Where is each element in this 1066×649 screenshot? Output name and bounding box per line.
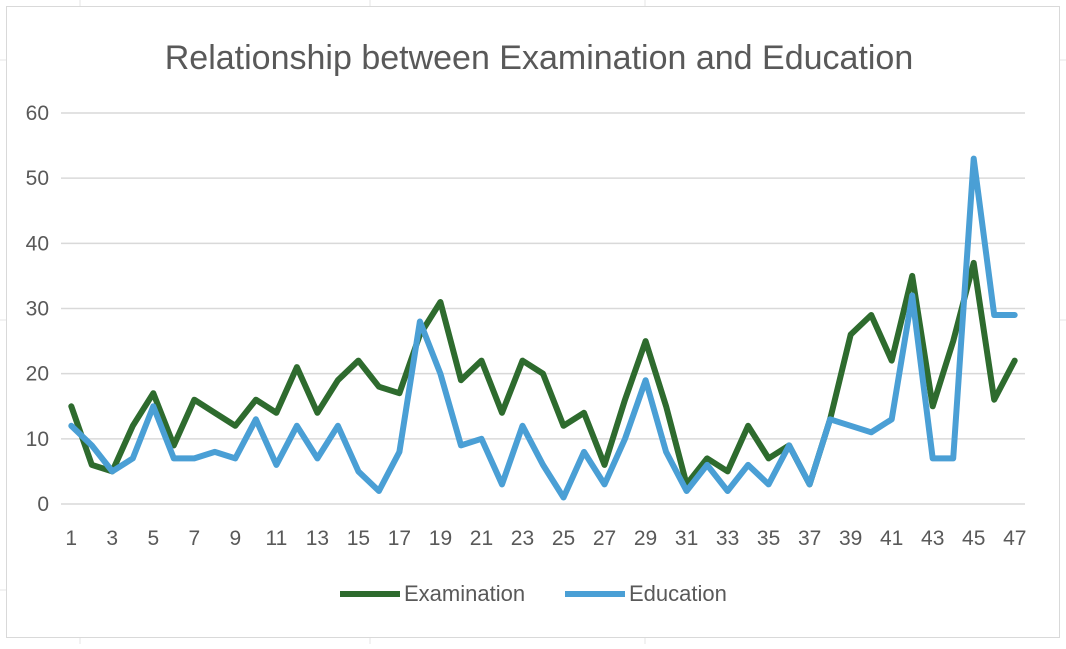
- x-tick-label: 9: [229, 527, 241, 550]
- x-tick-label: 15: [347, 527, 370, 550]
- x-tick-label: 19: [429, 527, 452, 550]
- chart-title: Relationship between Examination and Edu…: [165, 39, 914, 77]
- x-tick-label: 11: [265, 527, 287, 550]
- x-tick-label: 21: [470, 527, 493, 550]
- y-axis: 0 10 20 30 40 50 60: [26, 102, 49, 516]
- y-tick-label: 0: [37, 493, 49, 516]
- y-tick-label: 60: [26, 102, 49, 125]
- x-tick-label: 17: [388, 527, 411, 550]
- x-tick-label: 3: [106, 527, 118, 550]
- series-line-education: [71, 159, 1014, 498]
- y-tick-label: 20: [26, 363, 49, 386]
- x-tick-label: 33: [716, 527, 739, 550]
- x-tick-label: 25: [552, 527, 575, 550]
- chart-area[interactable]: Relationship between Examination and Edu…: [6, 6, 1060, 638]
- x-tick-label: 29: [634, 527, 657, 550]
- x-tick-label: 27: [593, 527, 616, 550]
- y-tick-label: 10: [26, 428, 49, 451]
- series-lines: [71, 159, 1015, 498]
- legend-label-examination: Examination: [404, 581, 525, 606]
- y-tick-label: 50: [26, 167, 49, 190]
- x-tick-label: 35: [757, 527, 780, 550]
- x-tick-label: 13: [306, 527, 329, 550]
- x-tick-label: 5: [147, 527, 159, 550]
- x-tick-label: 1: [65, 527, 77, 550]
- x-tick-label: 31: [675, 527, 698, 550]
- legend: Examination Education: [340, 581, 727, 606]
- x-tick-label: 7: [188, 527, 200, 550]
- x-tick-label: 43: [921, 527, 944, 550]
- gridlines: [61, 113, 1025, 504]
- x-tick-label: 41: [880, 527, 903, 550]
- legend-label-education: Education: [629, 581, 727, 606]
- x-tick-label: 45: [962, 527, 985, 550]
- y-tick-label: 40: [26, 232, 49, 255]
- x-tick-label: 37: [798, 527, 821, 550]
- x-tick-label: 23: [511, 527, 534, 550]
- line-chart: Relationship between Examination and Edu…: [7, 7, 1061, 639]
- x-tick-label: 47: [1003, 527, 1026, 550]
- x-tick-label: 39: [839, 527, 862, 550]
- y-tick-label: 30: [26, 298, 49, 321]
